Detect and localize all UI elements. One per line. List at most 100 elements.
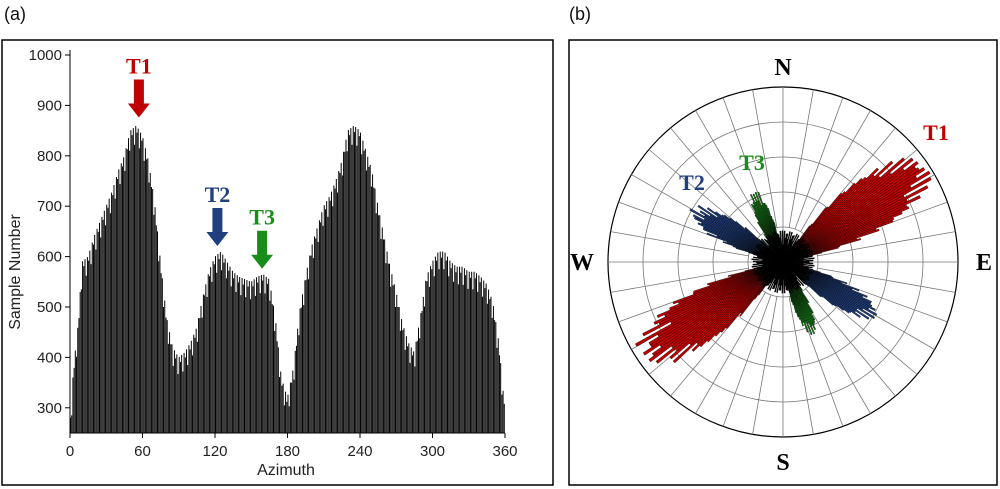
rose-center-petal [768,244,784,263]
rose-center-petal [768,261,784,281]
rose-petal-t1 [782,195,921,263]
histogram-bar [106,204,108,433]
rose-center-petal [782,254,803,263]
rose-petal-t1 [727,261,784,277]
rose-petal-t2 [758,238,784,263]
rose-petal-t1 [782,185,929,263]
histogram-bar [310,255,312,433]
histogram-bar [97,231,99,433]
rose-petal-t2 [726,241,784,263]
histogram-bar [453,281,455,433]
rose-petal-t3 [782,261,801,320]
rose-petal-t1 [782,239,800,263]
rose-petal-t3 [782,261,793,303]
histogram-bar [79,291,81,433]
rose-petal-t2 [689,208,784,263]
rose-petal-t2 [702,228,784,263]
histogram-bar [99,222,100,433]
histogram-bar [112,195,114,433]
rose-center-petal [755,246,784,263]
rose-petal-t2 [782,261,804,268]
histogram-bar [130,130,132,433]
rose-center-petal [782,261,800,274]
histogram-bar [137,128,139,433]
rose-petal-t1 [692,261,784,295]
rose-center-petal [782,261,805,287]
rose-center-petal [782,261,808,275]
rose-petal-t1 [758,261,784,296]
rose-petal-t3 [782,261,817,331]
histogram-bar [328,197,330,433]
rose-center-petal [782,240,797,263]
histogram-bar [376,202,378,433]
histogram-bar [164,300,166,433]
histogram-bar [262,280,264,433]
histogram-bar [288,406,290,433]
histogram-bar [491,317,493,433]
y-axis-title: Sample Number [7,214,24,330]
histogram-bar [390,286,392,433]
histogram-bar [437,252,439,433]
rose-center-petal [782,261,786,287]
histogram-bar [345,139,347,434]
rose-petal-t1 [782,237,858,263]
histogram-bar [161,278,163,433]
histogram-bar [103,210,105,433]
rose-petal-t3 [749,193,784,263]
histogram-bar [430,266,432,433]
rose-center-petal [764,261,784,270]
histogram-bar [277,347,279,433]
histogram-bar [448,276,450,433]
histogram-bar [285,391,287,433]
rose-petal-t3 [782,261,815,325]
rose-petal-t1 [782,206,829,263]
histogram-bar [480,277,482,433]
rose-petal-t2 [722,241,784,263]
rose-petal-t3 [763,233,784,263]
rose-petal-t2 [782,261,876,320]
histogram-bar [260,275,262,433]
rose-center-petal [760,240,784,263]
rose-center-petal [782,261,807,282]
histogram-bar [223,262,225,433]
rose-petal-t1 [782,176,932,263]
rose-center-petal [763,255,784,263]
histogram-bar [287,394,289,433]
histogram-bar [419,338,421,433]
rose-center-petal [782,258,805,263]
rose-center-petal [761,261,784,276]
histogram-bar [436,260,438,433]
histogram-bar [256,277,258,433]
rose-center-petal [782,252,804,263]
rose-spoke [631,279,753,350]
histogram-bar [182,371,184,433]
rose-spoke [800,292,871,414]
rose-petal-t1 [782,175,918,263]
rose-petal-t2 [782,261,861,318]
rose-center-petal [777,234,784,263]
histogram-bar [431,269,433,433]
histogram-bar [228,270,230,433]
rose-center-petal [782,261,811,276]
rose-center-petal [781,243,784,263]
rose-petal-t3 [782,261,813,336]
rose-petal-t2 [782,261,835,306]
histogram-bar [364,148,366,434]
histogram-bar [237,282,239,433]
histogram-bar [201,317,203,433]
rose-center-petal [759,249,784,263]
histogram-bar [210,267,212,433]
rose-petal-t1 [753,261,784,300]
rose-spoke [618,273,751,323]
y-tick-label: 700 [37,198,62,215]
histogram-bar [489,299,491,433]
histogram-bar [159,255,161,433]
histogram-bar [402,330,404,433]
histogram-bar [309,255,311,433]
histogram-bar [308,279,310,433]
rose-spoke [695,110,766,232]
rose-petal-t1 [657,261,784,337]
histogram-bar [500,363,502,433]
rose-petal-t3 [762,202,784,263]
y-tick-label: 300 [37,400,62,417]
